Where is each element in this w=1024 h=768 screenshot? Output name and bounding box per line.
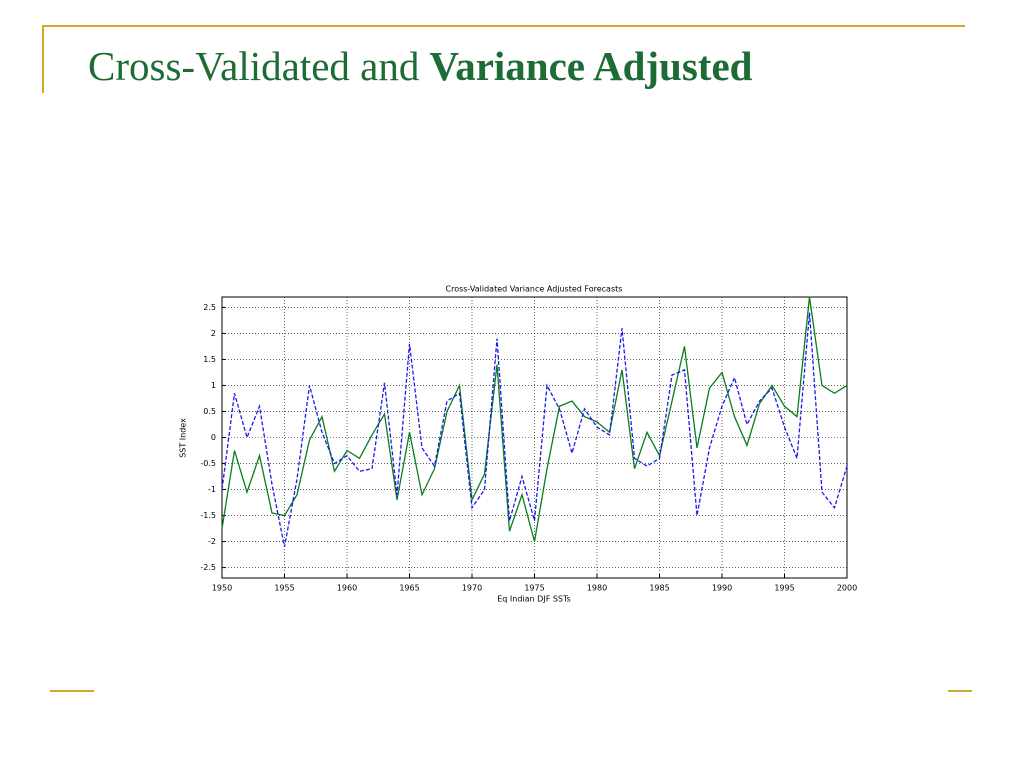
- x-tick-label: 1970: [462, 584, 482, 593]
- x-tick-label: 1965: [399, 584, 419, 593]
- rule: [50, 690, 94, 692]
- y-tick-label: -2: [208, 537, 216, 546]
- y-tick-label: -0.5: [200, 459, 216, 468]
- x-tick-label: 1975: [524, 584, 544, 593]
- y-tick-label: 2: [211, 329, 216, 338]
- y-tick-label: -2.5: [200, 563, 216, 572]
- plot-frame: [221, 296, 848, 579]
- y-tick-label: 0: [211, 433, 216, 442]
- x-tick-label: 1985: [649, 584, 669, 593]
- x-tick-label: 1955: [274, 584, 294, 593]
- y-tick-label: -1: [208, 485, 216, 494]
- y-tick-label: 0.5: [203, 407, 216, 416]
- x-tick-label: 1990: [712, 584, 732, 593]
- chart-title: Cross-Validated Variance Adjusted Foreca…: [446, 285, 623, 294]
- rule: [948, 690, 972, 692]
- x-tick-label: 2000: [837, 584, 857, 593]
- y-axis-label: SST Index: [179, 418, 188, 458]
- y-tick-label: 2.5: [203, 303, 216, 312]
- slide-title: Cross-Validated and Variance Adjusted: [88, 42, 752, 90]
- series-line: [221, 296, 848, 542]
- y-tick-label: 1.5: [203, 355, 216, 364]
- title-bold: Variance Adjusted: [429, 43, 753, 89]
- rule: [42, 25, 965, 27]
- title-text: Cross-Validated and: [88, 43, 420, 89]
- x-axis-label: Eq Indian DJF SSTs: [497, 595, 570, 604]
- x-tick-label: 1950: [212, 584, 232, 593]
- y-tick-label: 1: [211, 381, 216, 390]
- x-tick-label: 1960: [337, 584, 357, 593]
- rule: [42, 25, 44, 93]
- series-line: [221, 312, 848, 547]
- x-tick-label: 1995: [774, 584, 794, 593]
- y-tick-label: -1.5: [200, 511, 216, 520]
- x-tick-label: 1980: [587, 584, 607, 593]
